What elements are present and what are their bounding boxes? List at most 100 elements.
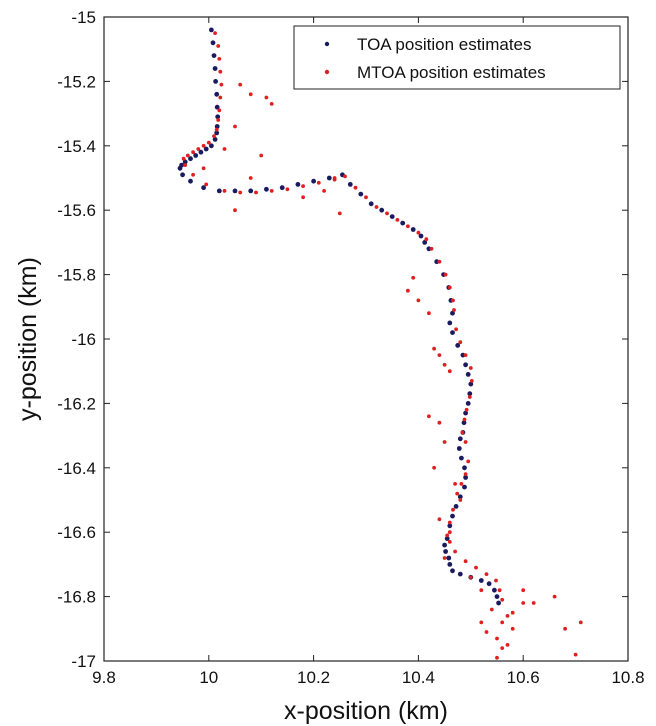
mtoa-point <box>437 259 442 264</box>
mtoa-point <box>500 620 505 625</box>
toa-point <box>450 330 455 335</box>
mtoa-point <box>463 559 468 564</box>
toa-point <box>462 465 467 471</box>
mtoa-point <box>505 614 510 618</box>
mtoa-point <box>214 127 219 132</box>
toa-point <box>447 562 453 567</box>
toa-point <box>463 410 468 416</box>
y-axis: -15 -15.2 -15.4 -15.6 -15.8 -16 -16.2 -16.4 -16.… <box>57 8 628 671</box>
mtoa-point <box>269 102 274 106</box>
mtoa-point <box>416 298 421 303</box>
mtoa-point <box>500 646 505 650</box>
mtoa-point <box>452 308 456 312</box>
mtoa-point <box>248 92 253 97</box>
toa-point <box>455 343 461 348</box>
mtoa-point <box>484 630 489 634</box>
mtoa-point <box>411 275 416 280</box>
mtoa-point <box>217 108 222 113</box>
toa-point <box>368 201 374 207</box>
mtoa-point <box>447 285 452 290</box>
mtoa-point <box>196 147 201 151</box>
mtoa-point <box>191 150 196 155</box>
toa-point <box>492 587 497 593</box>
mtoa-point <box>495 636 499 641</box>
mtoa-point <box>432 465 436 470</box>
toa-point <box>459 455 464 461</box>
toa-point <box>214 124 220 129</box>
toa-point <box>460 352 466 358</box>
mtoa-point <box>462 417 467 422</box>
mtoa-point <box>552 594 557 599</box>
mtoa-point <box>510 626 515 631</box>
mtoa-point <box>474 565 478 570</box>
mtoa-point <box>447 520 452 525</box>
mtoa-point <box>427 311 431 316</box>
mtoa-point <box>432 346 436 351</box>
mtoa-point <box>453 549 457 554</box>
mtoa-point <box>301 184 305 189</box>
toa-point <box>215 114 221 120</box>
mtoa-point <box>479 588 484 593</box>
mtoa-point <box>531 601 536 605</box>
mtoa-point <box>222 147 227 151</box>
mtoa-point <box>424 237 429 242</box>
mtoa-point <box>406 224 410 229</box>
mtoa-point <box>183 163 188 168</box>
toa-point <box>463 475 468 480</box>
legend-box <box>293 25 621 90</box>
legend-marker-mtoa <box>324 69 330 75</box>
mtoa-point <box>442 556 447 560</box>
mtoa-point <box>463 472 468 477</box>
mtoa-point <box>427 414 431 419</box>
toa-point <box>461 420 467 426</box>
mtoa-point <box>521 601 526 605</box>
toa-point <box>213 79 219 84</box>
mtoa-point <box>563 626 567 631</box>
toa-point <box>232 188 238 194</box>
y-tick-label: -16.8 <box>57 588 96 607</box>
y-tick-label: -15.6 <box>57 201 96 220</box>
mtoa-point <box>233 124 237 129</box>
x-axis-label: x-position (km) <box>284 697 448 725</box>
x-tick-label: 10 <box>199 668 218 687</box>
mtoa-point <box>437 420 442 425</box>
toa-point <box>201 185 207 191</box>
toa-point <box>462 484 467 490</box>
x-tick-label: 10.4 <box>402 668 435 687</box>
toa-point <box>209 143 214 149</box>
mtoa-point <box>451 507 455 512</box>
mtoa-point <box>466 459 471 464</box>
mtoa-point <box>467 395 472 399</box>
toa-point <box>418 233 424 239</box>
mtoa-point <box>316 180 321 185</box>
toa-point <box>468 381 474 387</box>
plot-area <box>103 16 629 662</box>
toa-point <box>212 66 218 71</box>
data-points <box>177 27 583 660</box>
mtoa-point <box>479 620 484 625</box>
toa-point <box>447 320 453 326</box>
mtoa-point <box>353 185 358 190</box>
toa-point <box>410 227 416 232</box>
mtoa-point <box>332 176 337 180</box>
mtoa-point <box>442 362 447 367</box>
toa-point <box>446 555 452 561</box>
mtoa-point <box>484 572 489 576</box>
mtoa-point <box>437 353 442 357</box>
mtoa-point <box>395 218 400 222</box>
toa-point <box>180 172 186 178</box>
mtoa-point <box>459 482 464 486</box>
mtoa-point <box>264 95 269 100</box>
toa-point <box>177 165 183 171</box>
mtoa-point <box>437 517 442 522</box>
mtoa-series <box>181 31 583 660</box>
toa-point <box>496 600 501 606</box>
y-tick-label: -15.4 <box>57 137 96 156</box>
mtoa-point <box>442 440 447 444</box>
toa-point <box>457 571 463 577</box>
toa-point <box>478 578 484 583</box>
toa-point <box>443 549 448 554</box>
toa-point <box>295 182 301 187</box>
y-tick-label: -16.2 <box>57 394 96 413</box>
toa-point <box>326 175 332 181</box>
